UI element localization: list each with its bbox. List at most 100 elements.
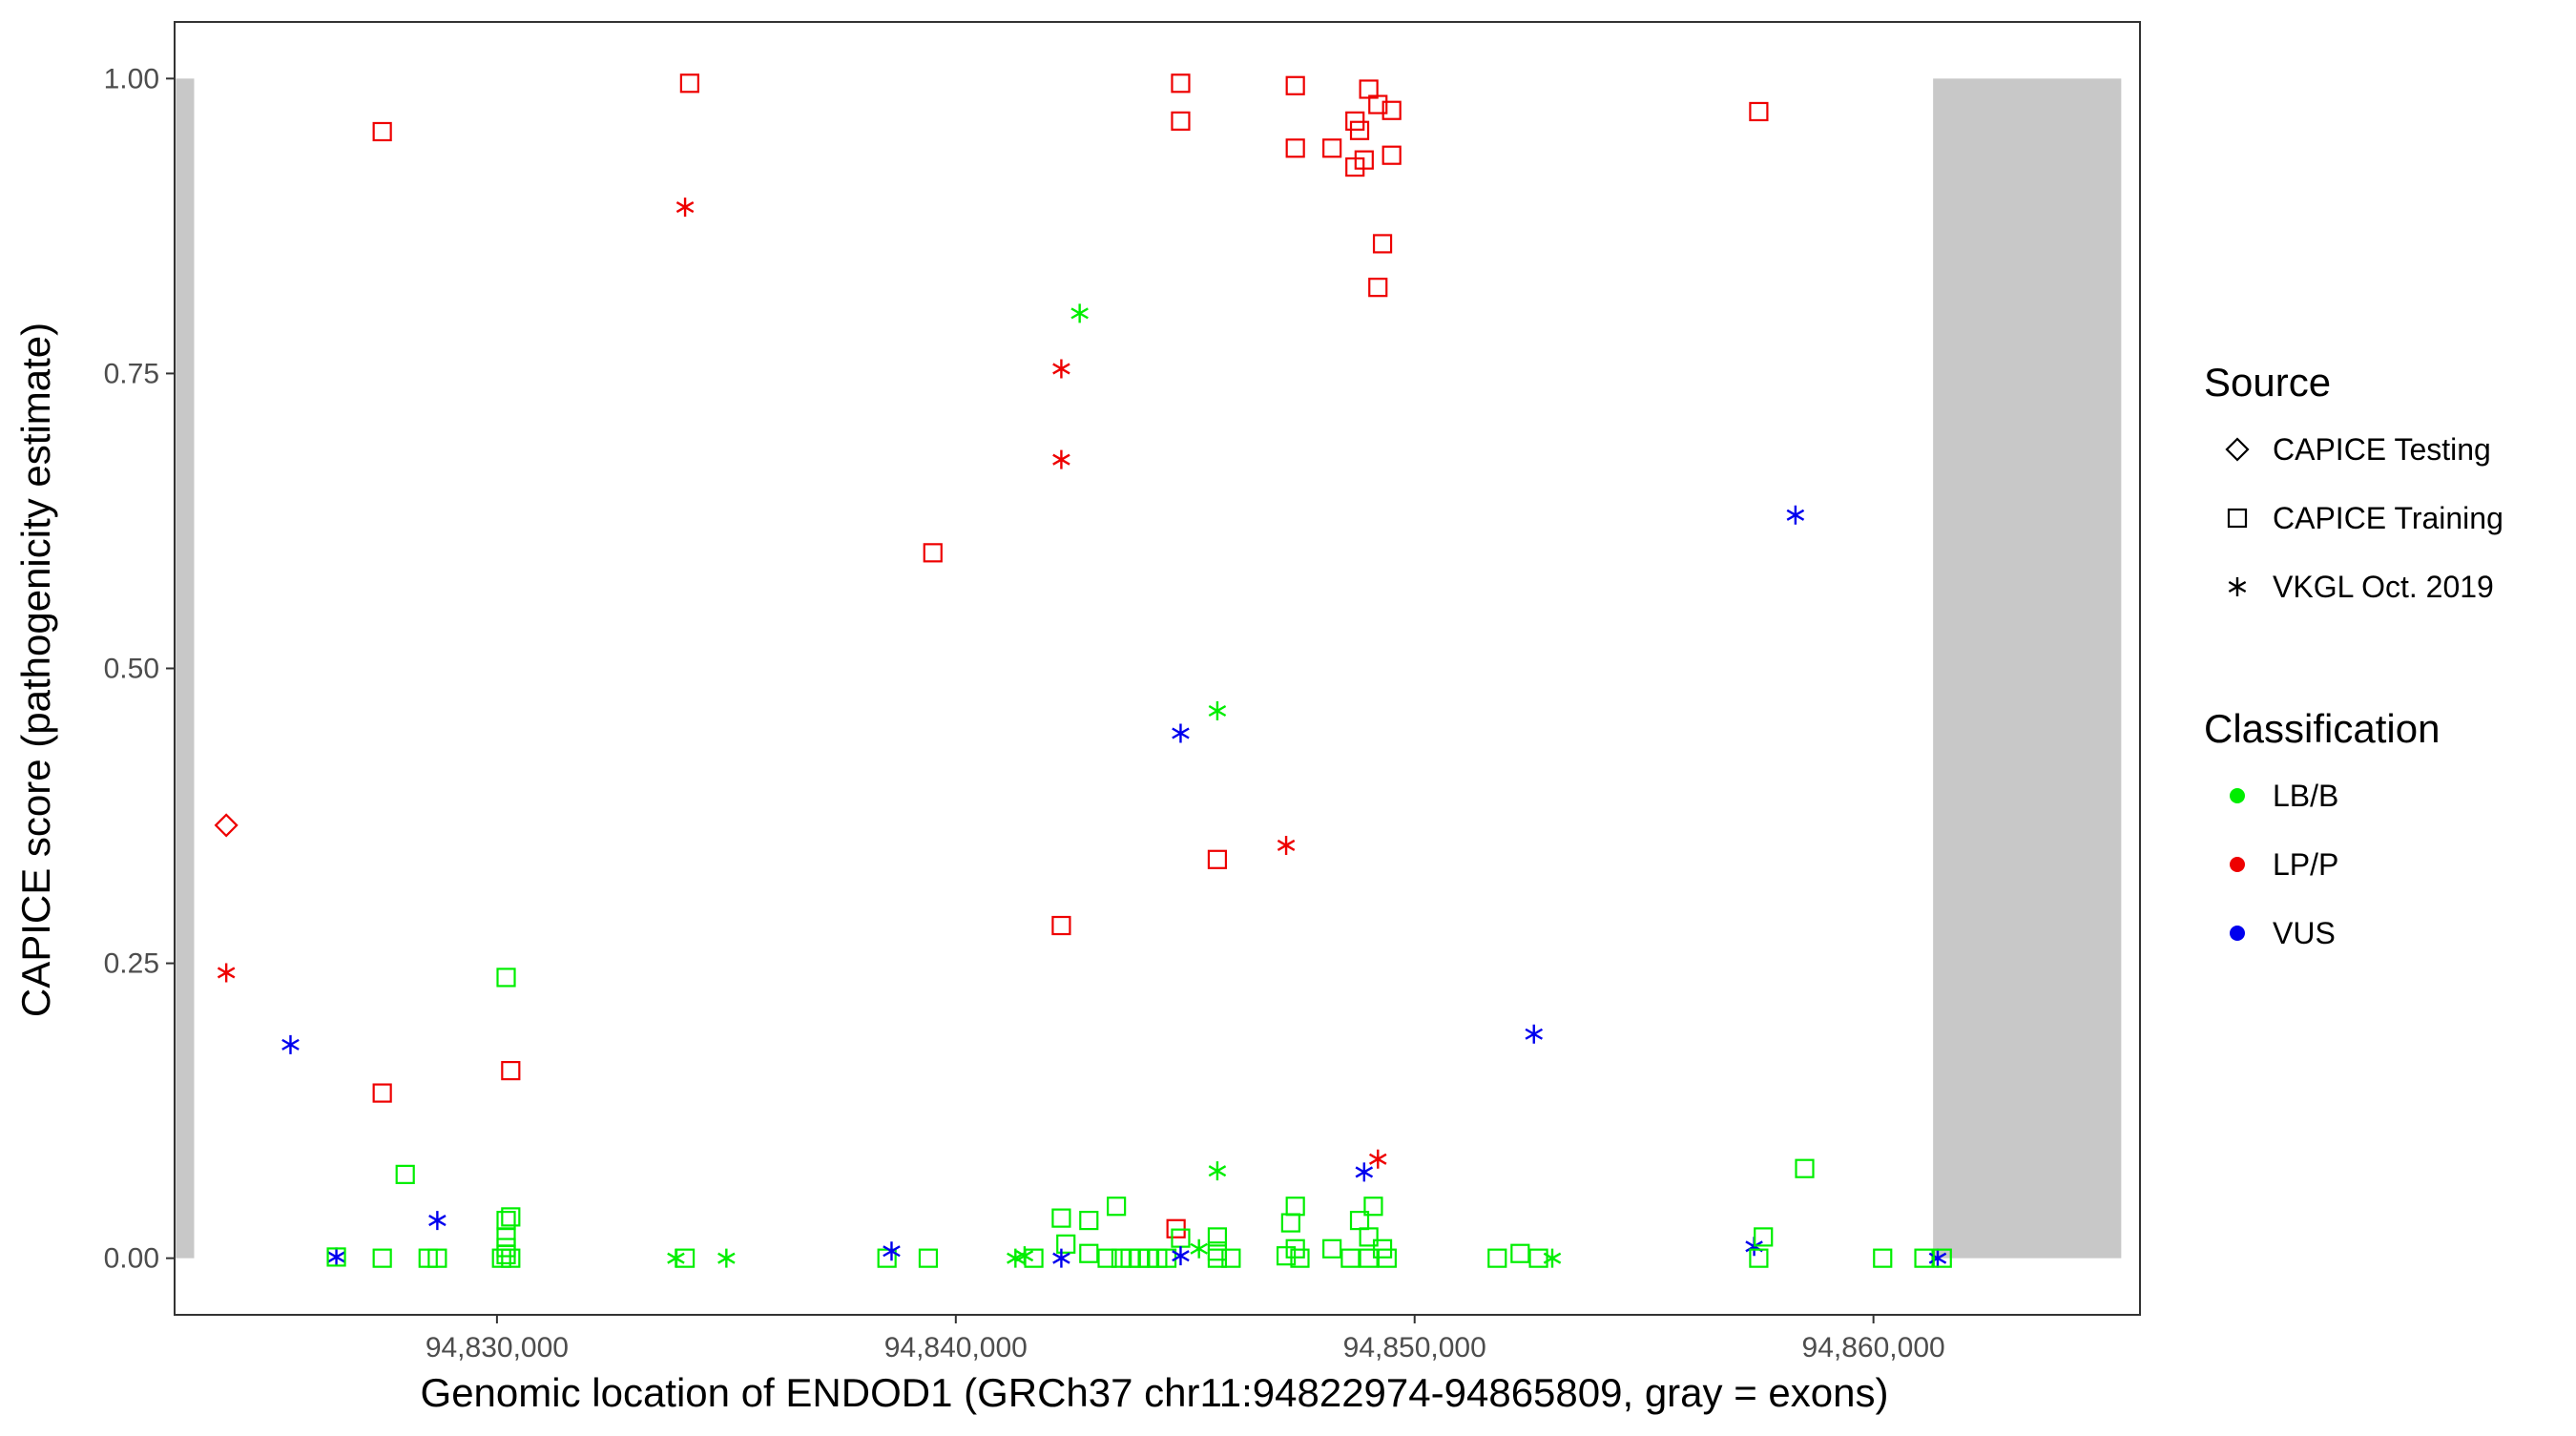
y-tick-label: 0.00 [104,1243,159,1275]
data-point [1107,1197,1127,1217]
data-point [1171,73,1191,94]
data-point [496,968,516,988]
x-tick-label: 94,830,000 [426,1332,569,1363]
data-point [395,1164,415,1184]
legend-source-key [2227,508,2248,529]
legend: Source CAPICE Testing CAPICE Training VKGL … [2204,360,2503,950]
data-point [427,1248,447,1268]
data-point [1051,1208,1071,1228]
data-point [1359,1248,1379,1268]
data-point [1795,1158,1815,1178]
data-point [1487,1248,1507,1268]
x-tick-label: 94,860,000 [1802,1332,1945,1363]
legend-class-label: LB/B [2273,779,2338,813]
y-axis-title: CAPICE score (pathogenicity estimate) [13,323,58,1017]
data-point [1340,1248,1361,1268]
data-point [1381,100,1402,120]
legend-source-key [2225,437,2250,462]
data-point [214,813,239,838]
y-tick-label: 0.25 [104,948,159,980]
data-point [1024,1248,1044,1268]
exon-1 [176,78,195,1259]
data-point [1377,1248,1397,1268]
legend-class-key [2230,788,2245,803]
data-point [281,1034,300,1054]
y-tick-label: 0.50 [104,654,159,685]
data-point [1354,150,1374,170]
x-axis: 94,830,000 94,840,000 94,850,000 94,860,000 [426,1315,1945,1363]
data-point [1322,138,1342,158]
x-tick-label: 94,840,000 [884,1332,1028,1363]
data-point [717,1248,736,1268]
data-point [501,1248,521,1268]
data-point [496,1244,516,1265]
data-point [1277,835,1296,855]
data-point [1359,1227,1379,1247]
data-point [1285,75,1305,95]
data-point [1786,505,1805,525]
data-point [1079,1210,1099,1231]
legend-source-title: Source [2204,360,2331,405]
data-point [1381,145,1402,165]
legend-class-key [2230,926,2245,941]
legend-source-key [2228,577,2247,596]
data-point [217,963,236,983]
data-point [1221,1248,1241,1268]
data-point [1368,1149,1387,1169]
exon-2 [1933,78,2122,1259]
data-point [1190,1238,1208,1259]
data-point [1749,1248,1769,1268]
data-point [1749,101,1769,122]
data-point [1754,1227,1774,1247]
data-point [1368,278,1388,298]
data-point [918,1248,939,1268]
legend-class-key [2230,857,2245,872]
data-point [1051,915,1071,936]
data-point [1290,1248,1310,1268]
data-point [1172,1246,1190,1266]
data-point [1052,1248,1070,1268]
legend-source-label: CAPICE Training [2273,501,2503,535]
data-point [326,1247,346,1267]
data-point [1079,1243,1099,1263]
data-point [1528,1248,1548,1268]
data-point [1207,1227,1228,1247]
data-point [1322,1238,1342,1259]
data-point [883,1241,901,1261]
y-tick-label: 0.75 [104,358,159,389]
data-point [679,73,699,94]
data-point [1208,701,1227,721]
data-point [1873,1248,1893,1268]
y-axis: 0.00 0.25 0.50 0.75 1.00 [104,63,175,1275]
data-point [501,1207,521,1227]
data-point [428,1211,447,1231]
data-point [1207,849,1228,869]
data-point [1285,138,1305,158]
data-point [1052,359,1070,379]
data-point [1171,111,1191,131]
data-point [1510,1243,1530,1263]
data-point [923,543,943,563]
data-point [675,1248,696,1268]
data-point [1525,1024,1544,1044]
x-axis-title: Genomic location of ENDOD1 (GRCh37 chr11… [421,1370,1889,1415]
data-point [1052,449,1070,469]
data-point [1543,1248,1562,1268]
legend-classification-title: Classification [2204,706,2440,751]
data-point [327,1247,345,1267]
data-point [1932,1248,1952,1268]
data-point [1208,1161,1227,1181]
legend-source-label: VKGL Oct. 2019 [2273,570,2494,604]
data-point [675,198,695,218]
data-point [1928,1248,1947,1268]
data-point [1368,94,1388,114]
data-point [372,121,392,142]
legend-class-label: VUS [2273,916,2336,950]
data-point [1207,1248,1228,1268]
data-point [1280,1213,1300,1233]
data-point [1097,1248,1117,1268]
data-point [372,1248,392,1268]
